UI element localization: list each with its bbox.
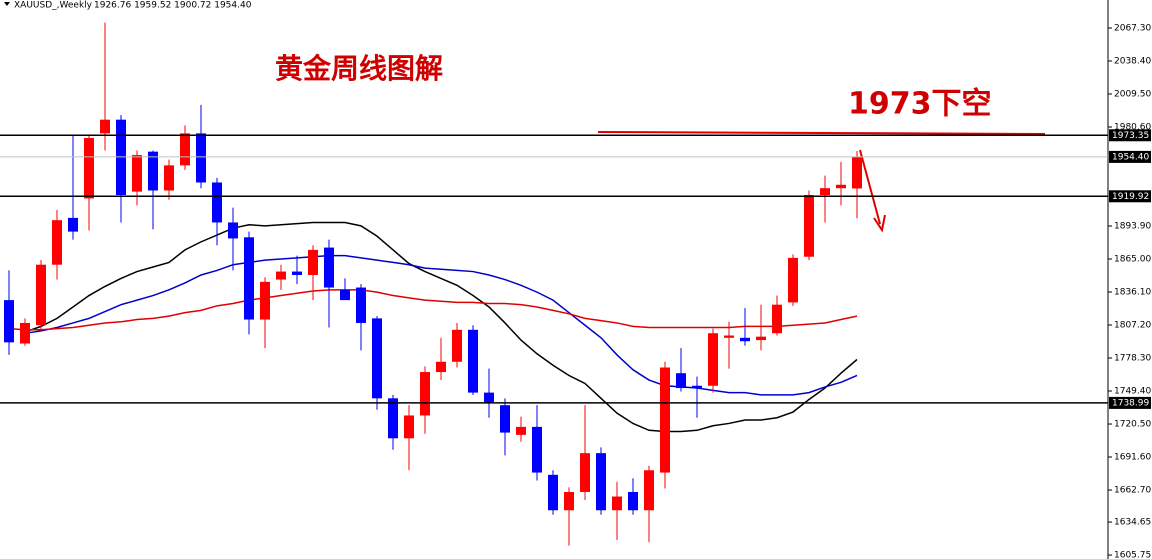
- y-tick-label: 1836.10: [1114, 288, 1151, 298]
- candle-body: [212, 182, 222, 223]
- candle-body: [580, 453, 590, 492]
- level-label: 1973.35: [1112, 131, 1149, 141]
- candle-body: [196, 133, 206, 183]
- candle-body: [724, 335, 734, 338]
- candle-body: [708, 333, 718, 386]
- candle-body: [836, 184, 846, 189]
- level-label-box: [1109, 150, 1151, 163]
- candle-body: [292, 271, 302, 275]
- candle-body: [548, 474, 558, 511]
- candle-body: [500, 405, 510, 433]
- candle-body: [420, 372, 430, 416]
- candle-body: [356, 287, 366, 323]
- candle-body: [436, 361, 446, 373]
- candle-body: [852, 156, 862, 189]
- candle-body: [228, 222, 238, 239]
- candle-body: [20, 322, 30, 344]
- y-tick-label: 1778.30: [1114, 354, 1151, 364]
- symbol: XAUUSD_,Weekly: [14, 1, 93, 11]
- candle-body: [788, 257, 798, 303]
- candle-body: [804, 195, 814, 257]
- candle-body: [340, 289, 350, 301]
- moving-average: [24, 254, 858, 396]
- candle-body: [740, 337, 750, 342]
- candle-body: [596, 453, 606, 511]
- chart-title: 黄金周线图解: [275, 52, 443, 85]
- candle-body: [244, 237, 254, 320]
- candle-body: [660, 367, 670, 473]
- candle-body: [644, 470, 654, 511]
- candle-body: [676, 373, 686, 389]
- moving-average: [24, 221, 858, 433]
- level-label: 1919.92: [1112, 192, 1149, 202]
- y-tick-label: 1720.50: [1114, 420, 1151, 430]
- candle-body: [164, 165, 174, 191]
- candle-body: [516, 426, 526, 435]
- candle-body: [468, 329, 478, 393]
- candle-body: [84, 137, 94, 199]
- candle-body: [4, 300, 14, 343]
- candle-body: [132, 155, 142, 192]
- candle-body: [52, 220, 62, 265]
- level-label-box: [1109, 129, 1151, 142]
- candle-body: [36, 264, 46, 326]
- candle-body: [260, 281, 270, 320]
- candle-body: [612, 496, 622, 511]
- y-tick-label: 1893.90: [1114, 221, 1151, 231]
- candle-body: [372, 318, 382, 399]
- candle-body: [756, 336, 766, 341]
- y-tick-label: 1691.60: [1114, 453, 1151, 463]
- level-label: 1738.99: [1112, 398, 1149, 408]
- candle-body: [404, 415, 414, 439]
- candle-body: [820, 188, 830, 196]
- y-tick-label: 1865.00: [1114, 255, 1151, 265]
- ohlc: 1926.76 1959.52 1900.72 1954.40: [94, 1, 252, 11]
- candle-body: [148, 151, 158, 191]
- trend-line: [597, 131, 1046, 135]
- candle-body: [308, 249, 318, 275]
- moving-average: [8, 289, 858, 331]
- candle-body: [484, 392, 494, 403]
- menu-arrow: [4, 2, 10, 6]
- y-tick-label: 1980.60: [1114, 122, 1151, 132]
- candle-body: [532, 426, 542, 473]
- arrow: [859, 149, 886, 233]
- y-tick-label: 1634.65: [1114, 518, 1151, 528]
- candle-body: [692, 385, 702, 389]
- candle-body: [452, 329, 462, 362]
- candle-body: [628, 491, 638, 511]
- y-tick-label: 1807.20: [1114, 321, 1151, 331]
- candle-body: [276, 271, 286, 280]
- y-tick-label: 1605.75: [1114, 551, 1151, 559]
- y-tick-label: 2038.40: [1114, 56, 1151, 66]
- candle-body: [564, 491, 574, 511]
- candle-body: [388, 398, 398, 439]
- y-tick-label: 1662.70: [1114, 486, 1151, 496]
- y-tick-label: 2009.50: [1114, 89, 1151, 99]
- level-label-box: [1109, 190, 1151, 203]
- candle-body: [180, 133, 190, 166]
- level-label-box: [1109, 396, 1151, 409]
- candle-body: [68, 217, 78, 232]
- y-tick-label: 2067.30: [1114, 23, 1151, 33]
- y-tick-label: 1749.40: [1114, 387, 1151, 397]
- candle-body: [324, 247, 334, 288]
- level-label: 1954.40: [1112, 152, 1149, 162]
- annotation: 1973下空: [848, 87, 992, 122]
- candle-body: [100, 119, 110, 134]
- candle-body: [772, 304, 782, 334]
